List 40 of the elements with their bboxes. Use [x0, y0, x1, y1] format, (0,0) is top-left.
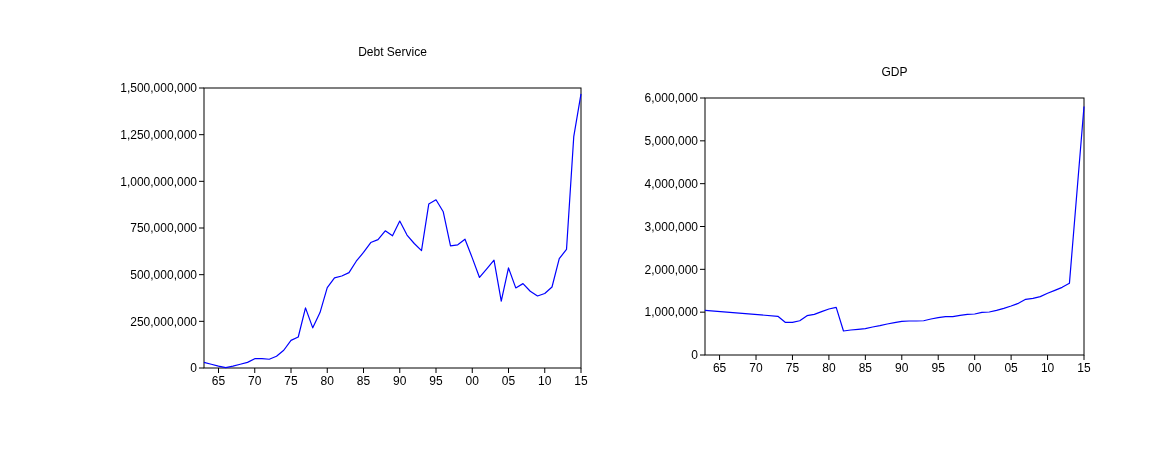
y-tick-label: 0	[691, 348, 699, 363]
x-tick-label: 95	[429, 374, 443, 388]
x-tick-label: 15	[574, 374, 588, 388]
x-tick-label: 75	[284, 374, 298, 388]
y-tick-label: 4,000,000	[644, 176, 699, 191]
x-tick-label: 70	[749, 361, 764, 375]
x-tick-label: 80	[320, 374, 335, 388]
y-tick-label: 3,000,000	[644, 219, 699, 234]
x-tick-label: 65	[211, 374, 226, 388]
x-tick-label: 05	[1004, 361, 1019, 375]
y-tick-label: 5,000,000	[644, 134, 699, 149]
y-tick-label: 1,250,000,000	[120, 127, 198, 142]
y-tick-label: 1,500,000,000	[120, 81, 198, 96]
x-tick-label: 10	[1040, 361, 1055, 375]
y-tick-label: 500,000,000	[130, 267, 198, 282]
x-tick-label: 15	[1077, 361, 1091, 375]
y-tick-label: 250,000,000	[130, 314, 198, 329]
x-tick-label: 10	[538, 374, 552, 388]
x-tick-label: 70	[248, 374, 262, 388]
x-tick-label: 85	[356, 374, 371, 388]
x-tick-label: 80	[822, 361, 836, 375]
line-series	[704, 105, 1085, 332]
x-tick-label: 05	[501, 374, 516, 388]
chart-title: GDP	[881, 65, 908, 79]
x-tick-label: 00	[465, 374, 480, 388]
y-tick-label: 6,000,000	[644, 91, 699, 106]
x-tick-label: 65	[712, 361, 727, 375]
x-tick-label: 75	[785, 361, 800, 375]
line-series	[203, 93, 582, 369]
x-tick-label: 90	[895, 361, 909, 375]
x-tick-label: 00	[967, 361, 982, 375]
x-tick-label: 95	[931, 361, 946, 375]
y-tick-label: 2,000,000	[644, 262, 699, 277]
x-tick-label: 85	[858, 361, 873, 375]
y-tick-label: 1,000,000,000	[120, 174, 198, 189]
chart-title: Debt Service	[358, 45, 428, 59]
x-tick-label: 90	[393, 374, 407, 388]
y-tick-label: 750,000,000	[130, 221, 198, 236]
y-tick-label: 0	[190, 361, 198, 376]
y-tick-label: 1,000,000	[644, 305, 699, 320]
